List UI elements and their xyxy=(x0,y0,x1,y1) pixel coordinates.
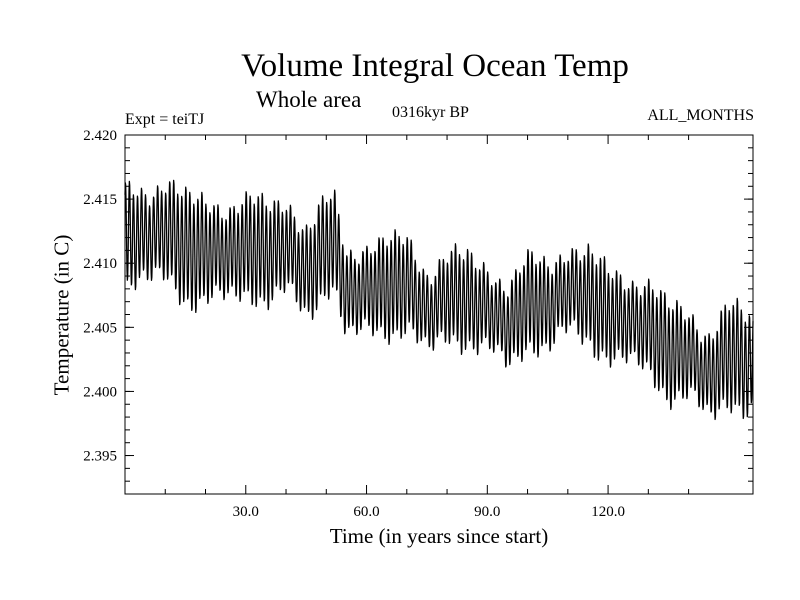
chart-subtitle: Whole area xyxy=(256,87,362,112)
x-tick-label: 90.0 xyxy=(474,504,500,520)
period-annotation: 0316kyr BP xyxy=(392,104,469,121)
x-tick-label: 120.0 xyxy=(591,504,625,520)
experiment-annotation: Expt = teiTJ xyxy=(125,111,205,128)
y-tick-label: 2.405 xyxy=(83,320,117,336)
series-line-0 xyxy=(124,179,754,421)
y-tick-label: 2.410 xyxy=(83,256,117,272)
plot-frame xyxy=(124,134,754,495)
x-tick-label: 30.0 xyxy=(233,504,259,520)
y-tick-label: 2.420 xyxy=(83,128,117,144)
series-layer xyxy=(124,179,754,421)
axis-layer: 2.395 2.400 2.405 2.410 2.415 2.420 30.0 60.0 90… xyxy=(83,128,754,520)
y-tick-label: 2.400 xyxy=(83,384,117,400)
x-axis-label: Time (in years since start) xyxy=(329,524,549,548)
chart-title: Volume Integral Ocean Temp xyxy=(241,48,629,84)
x-tick-label: 60.0 xyxy=(353,504,379,520)
y-tick-label: 2.415 xyxy=(83,192,117,208)
months-annotation: ALL_MONTHS xyxy=(647,107,754,124)
y-tick-label: 2.395 xyxy=(83,449,117,465)
